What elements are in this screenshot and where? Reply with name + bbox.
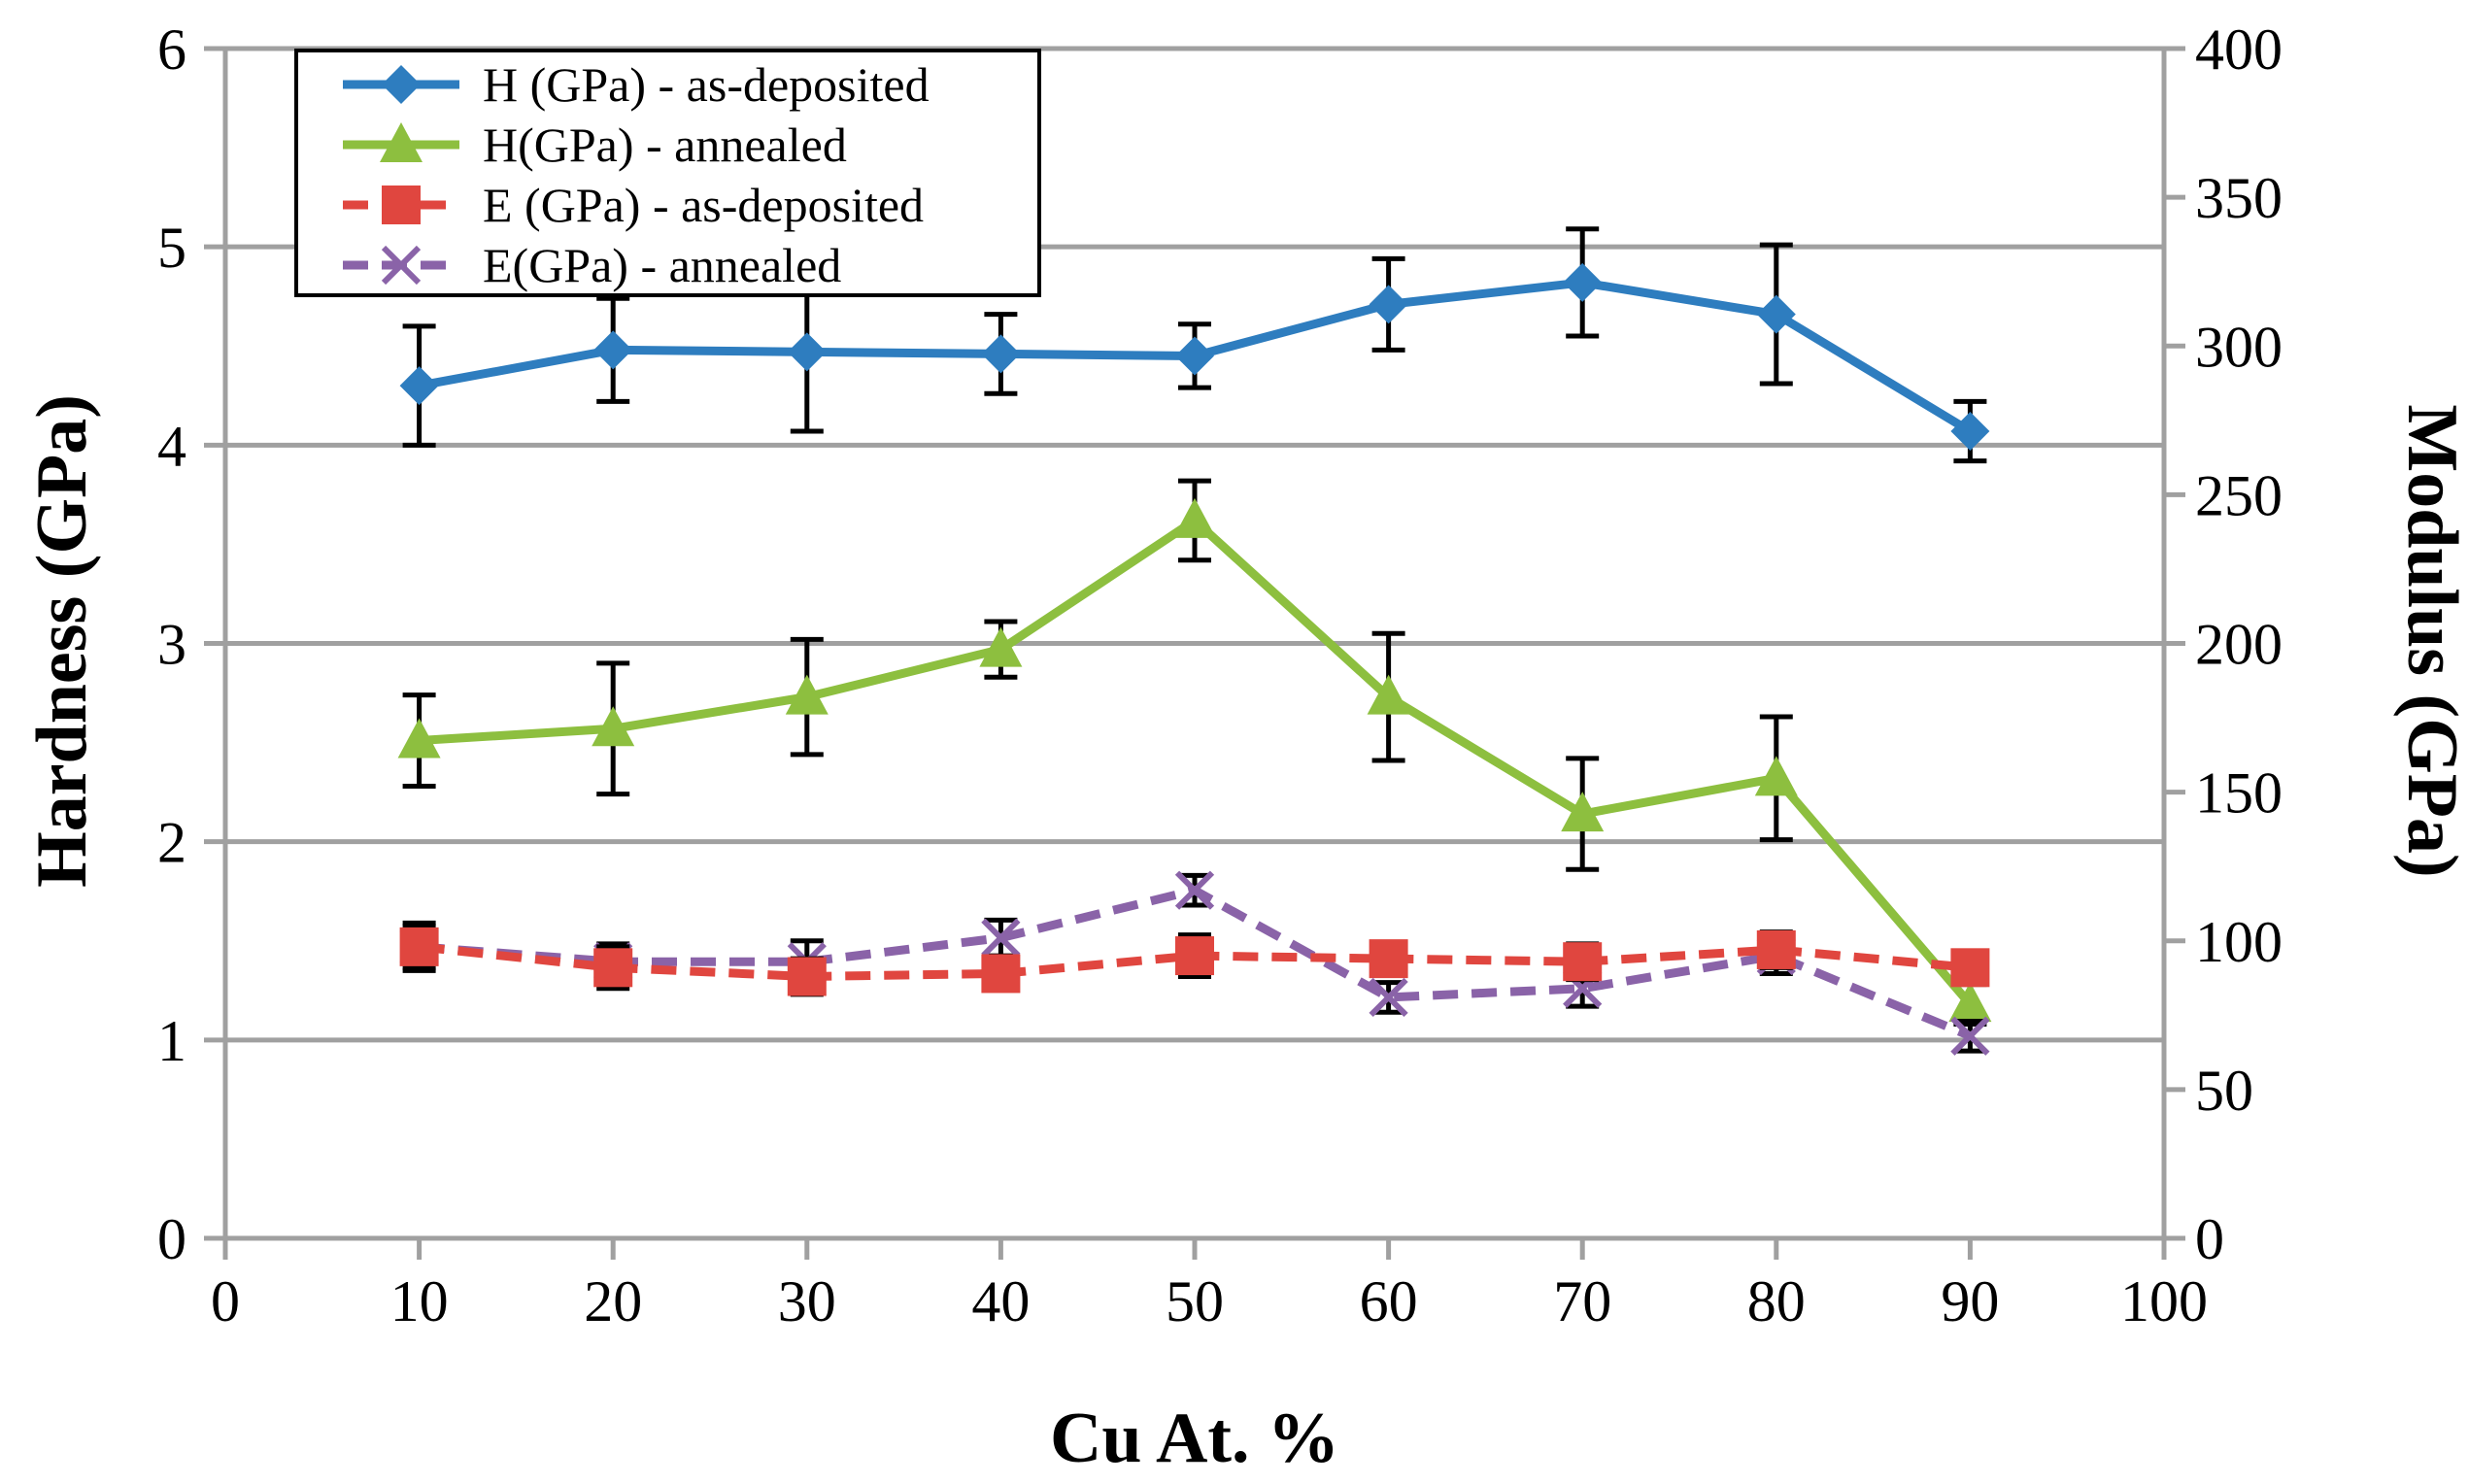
point-0-5 <box>1369 285 1408 324</box>
point-3-8-stroke-b <box>1950 1016 1990 1056</box>
point-2-5 <box>1369 939 1408 979</box>
point-2-6 <box>1563 942 1603 982</box>
point-3-5-stroke-b <box>1369 977 1408 1018</box>
x-tick-label-40: 40 <box>971 1269 1030 1333</box>
legend-label-2: E (GPa) - as-deposited <box>483 178 924 232</box>
point-1-0 <box>397 718 441 759</box>
point-3-8 <box>1950 1016 1990 1056</box>
point-2-1 <box>593 948 633 988</box>
point-1-2 <box>785 674 829 715</box>
point-0-3 <box>981 334 1021 374</box>
point-2-3 <box>981 954 1021 994</box>
y-tick-label-6: 6 <box>157 17 186 82</box>
point-2-8 <box>1950 948 1990 988</box>
y2-tick-label-300: 300 <box>2195 315 2283 379</box>
x-tick-label-90: 90 <box>1941 1269 1999 1333</box>
legend-label-3: E(GPa) - annealed <box>483 238 841 292</box>
y-tick-label-0: 0 <box>157 1207 186 1271</box>
x-tick-label-50: 50 <box>1166 1269 1224 1333</box>
y-tick-label-2: 2 <box>157 811 186 875</box>
point-0-8 <box>1950 412 1990 452</box>
y2-tick-label-400: 400 <box>2195 17 2283 82</box>
point-3-3 <box>981 918 1021 958</box>
point-3-4-stroke-b <box>1174 870 1215 910</box>
y-axis-title: Hardness (GPa) <box>22 394 102 888</box>
legend-entry-1: H(GPa) - annealed <box>343 118 847 172</box>
x-tick-label-100: 100 <box>2120 1269 2208 1333</box>
x-tick-label-0: 0 <box>211 1269 240 1333</box>
point-2-4 <box>1175 936 1214 976</box>
point-1-6 <box>1561 792 1605 832</box>
series-2 <box>399 920 1990 997</box>
point-2-2 <box>787 957 827 996</box>
x-tick-label-70: 70 <box>1553 1269 1611 1333</box>
y2-axis-title: Modulus (GPa) <box>2392 404 2469 877</box>
point-0-0 <box>399 366 439 406</box>
y2-tick-label-0: 0 <box>2195 1207 2224 1271</box>
point-0-7 <box>1756 294 1796 334</box>
y-tick-label-1: 1 <box>157 1009 186 1073</box>
legend-marker-1 <box>380 122 423 162</box>
y2-tick-label-350: 350 <box>2195 166 2283 230</box>
legend-label-1: H(GPa) - annealed <box>483 118 847 172</box>
point-3-5 <box>1369 977 1408 1018</box>
legend-marker-3-stroke-b <box>381 245 422 286</box>
legend-entry-3: E(GPa) - annealed <box>343 238 841 292</box>
y2-tick-label-250: 250 <box>2195 463 2283 527</box>
legend-label-0: H (GPa) - as-deposited <box>483 57 930 112</box>
series-line-1 <box>419 516 1974 1008</box>
series <box>397 226 1992 1056</box>
point-2-0 <box>399 927 439 966</box>
y2-tick-label-50: 50 <box>2195 1059 2253 1123</box>
x-tick-label-60: 60 <box>1360 1269 1418 1333</box>
legend-box <box>294 49 1041 297</box>
x-tick-label-10: 10 <box>390 1269 449 1333</box>
point-1-8 <box>1948 982 1992 1023</box>
point-1-5 <box>1367 674 1410 715</box>
legend-entry-2: E (GPa) - as-deposited <box>343 178 924 232</box>
y2-tick-label-150: 150 <box>2195 761 2283 826</box>
point-3-3-stroke-b <box>981 918 1021 958</box>
series-0 <box>399 226 1990 464</box>
y2-tick-label-200: 200 <box>2195 613 2283 677</box>
legend-entry-0: H (GPa) - as-deposited <box>343 57 930 112</box>
point-3-4 <box>1174 870 1215 910</box>
y-tick-label-3: 3 <box>157 613 186 677</box>
point-1-4 <box>1173 497 1216 538</box>
series-1 <box>397 478 1992 1027</box>
legend-marker-3 <box>381 245 422 286</box>
legend: H (GPa) - as-deposited H(GPa) - annealed E… <box>294 49 1041 297</box>
point-1-3 <box>979 626 1023 667</box>
y-tick-label-4: 4 <box>157 414 186 478</box>
point-2-7 <box>1756 929 1796 969</box>
legend-marker-2 <box>382 186 421 224</box>
point-0-4 <box>1175 336 1214 376</box>
point-0-6 <box>1563 262 1603 302</box>
legend-marker-0 <box>382 65 421 104</box>
y2-tick-label-100: 100 <box>2195 910 2283 974</box>
point-1-1 <box>592 706 635 747</box>
point-0-2 <box>787 332 827 372</box>
point-1-7 <box>1754 756 1798 796</box>
y-tick-label-5: 5 <box>157 216 186 280</box>
x-axis-title: Cu At. % <box>1050 1399 1339 1478</box>
x-tick-label-20: 20 <box>584 1269 642 1333</box>
point-0-1 <box>593 330 633 370</box>
x-tick-label-80: 80 <box>1747 1269 1806 1333</box>
x-tick-label-30: 30 <box>778 1269 836 1333</box>
